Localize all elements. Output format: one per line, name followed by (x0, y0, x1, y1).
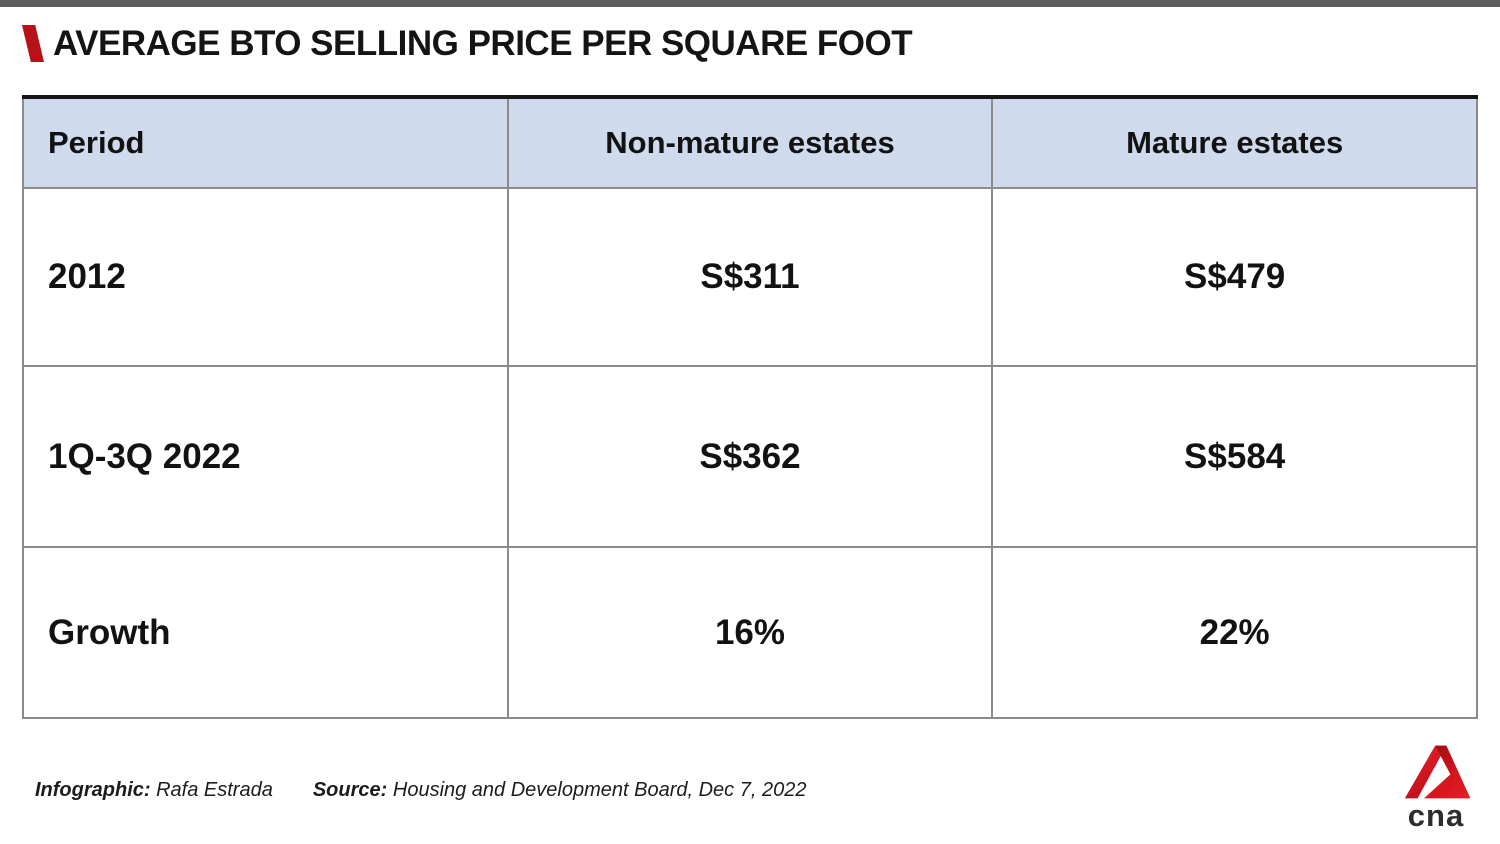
table-row: Growth 16% 22% (22, 546, 1478, 719)
cna-logo-text: cna (1407, 798, 1465, 833)
cell-non-mature-growth: 16% (506, 546, 994, 719)
infographic-label: Infographic: (35, 779, 151, 801)
cell-non-mature-2012: S$311 (506, 187, 994, 367)
title-block: AVERAGE BTO SELLING PRICE PER SQUARE FOO… (22, 23, 913, 64)
source-value: Housing and Development Board, Dec 7, 20… (392, 779, 807, 801)
cell-non-mature-2022: S$362 (506, 365, 994, 548)
table-row: 2012 S$311 S$479 (22, 187, 1478, 367)
infographic-value: Rafa Estrada (156, 779, 273, 801)
header-cell-period: Period (22, 96, 509, 189)
footer-credits: Infographic: Rafa Estrada Source: Housing… (35, 779, 806, 802)
cell-period-growth: Growth (22, 546, 509, 719)
cna-logo: cna (1396, 741, 1476, 833)
header-cell-mature: Mature estates (991, 96, 1478, 189)
table-header-row: Period Non-mature estates Mature estates (22, 96, 1478, 189)
cell-mature-growth: 22% (991, 546, 1478, 719)
cell-period-2022: 1Q-3Q 2022 (22, 365, 509, 548)
header-cell-non-mature: Non-mature estates (506, 96, 994, 189)
page-title: AVERAGE BTO SELLING PRICE PER SQUARE FOO… (53, 24, 913, 63)
table-row: 1Q-3Q 2022 S$362 S$584 (22, 365, 1478, 548)
red-slash-icon (22, 25, 44, 62)
cell-period-2012: 2012 (22, 187, 509, 367)
cell-mature-2022: S$584 (991, 365, 1478, 548)
top-bar (0, 0, 1500, 7)
cell-mature-2012: S$479 (991, 187, 1478, 367)
source-label: Source: (312, 779, 388, 801)
price-table: Period Non-mature estates Mature estates… (22, 95, 1478, 719)
cna-logo-mark-icon (1404, 745, 1471, 799)
